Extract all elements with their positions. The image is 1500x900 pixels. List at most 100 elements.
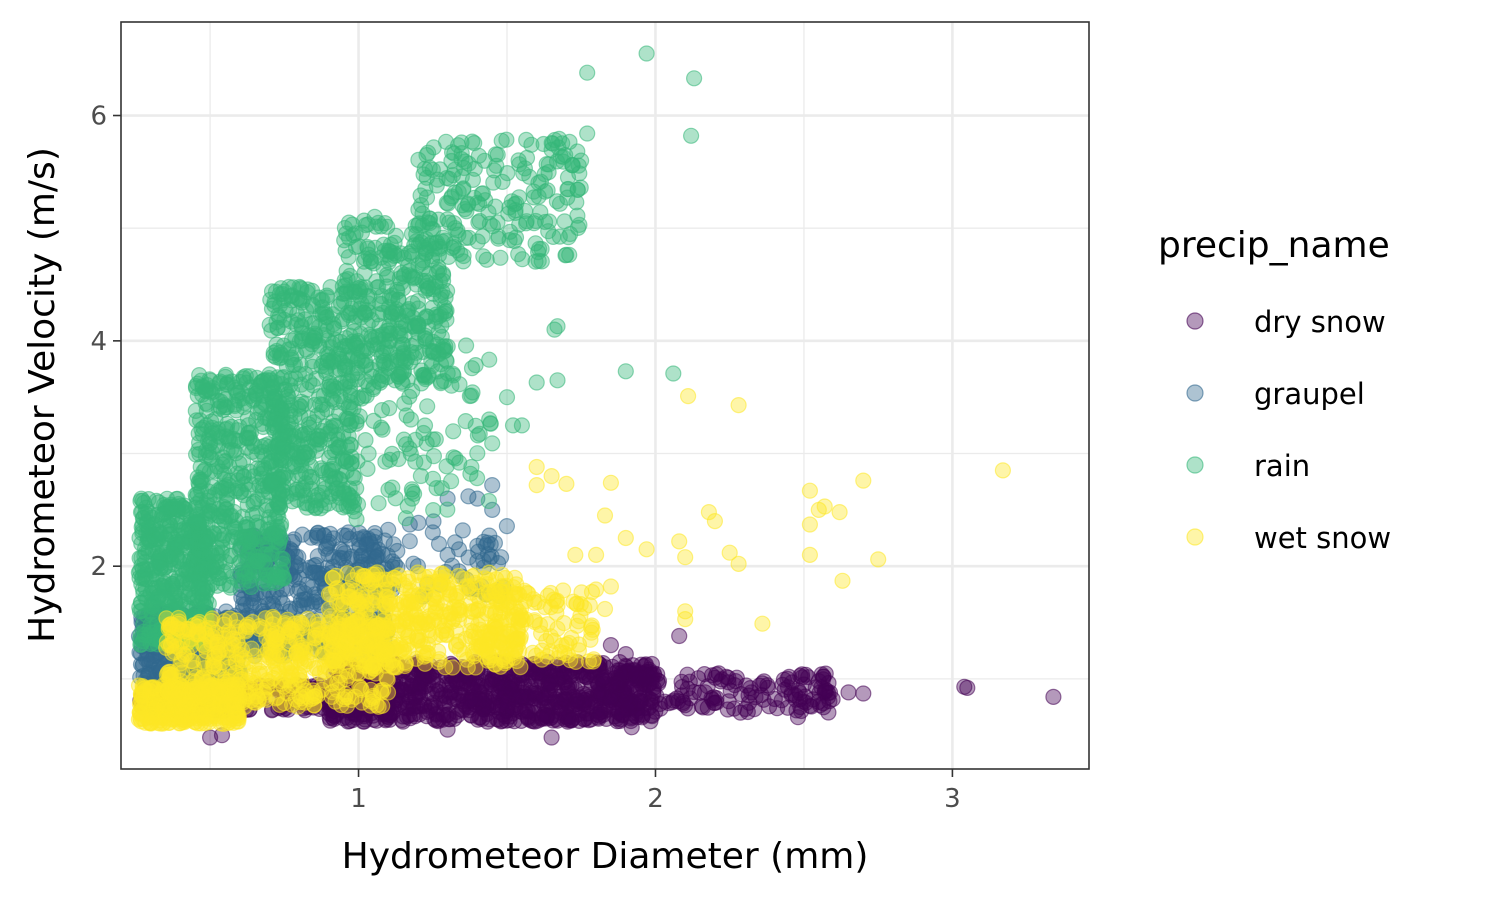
data-point <box>498 389 516 406</box>
data-point <box>540 213 558 230</box>
data-point <box>342 394 359 411</box>
data-point <box>231 455 248 472</box>
data-point <box>269 573 286 590</box>
data-point <box>339 304 356 321</box>
data-point <box>401 692 418 709</box>
data-point <box>256 589 273 606</box>
data-point <box>336 545 353 562</box>
data-point <box>415 454 432 471</box>
data-point <box>187 379 205 397</box>
data-point <box>602 636 620 654</box>
data-point <box>816 684 833 701</box>
data-point <box>569 143 586 160</box>
data-point <box>412 187 429 204</box>
data-point <box>1045 688 1062 706</box>
data-point <box>475 248 492 265</box>
data-point <box>484 435 501 452</box>
data-point <box>365 412 382 429</box>
data-point <box>399 302 416 319</box>
data-point <box>359 460 376 477</box>
data-point <box>275 290 293 307</box>
data-point <box>498 517 515 535</box>
data-point <box>287 330 304 347</box>
data-point <box>469 233 486 250</box>
data-point <box>384 445 401 462</box>
data-point <box>789 709 807 726</box>
data-point <box>299 281 316 298</box>
data-point <box>441 688 458 706</box>
data-point <box>287 428 304 445</box>
data-point <box>159 664 176 682</box>
data-point <box>459 692 476 710</box>
data-point <box>549 372 566 389</box>
data-point <box>477 192 494 209</box>
data-point <box>551 704 569 721</box>
data-point <box>956 678 973 695</box>
data-point <box>855 685 872 702</box>
data-point <box>151 549 168 567</box>
data-point <box>212 393 229 410</box>
data-point <box>368 218 385 235</box>
data-point <box>412 673 429 690</box>
data-point <box>535 135 552 153</box>
data-point <box>149 590 166 608</box>
data-point <box>569 181 586 198</box>
data-point <box>470 147 487 164</box>
data-point <box>290 481 307 498</box>
data-point <box>350 350 367 367</box>
data-point <box>403 490 421 507</box>
data-point <box>605 699 622 716</box>
data-point <box>617 363 634 380</box>
data-point <box>533 710 551 727</box>
data-point <box>556 213 573 230</box>
data-point <box>248 411 265 429</box>
data-point <box>623 719 640 736</box>
data-point <box>467 417 484 434</box>
data-point <box>469 537 486 555</box>
data-point <box>230 392 247 409</box>
data-point <box>395 431 412 448</box>
data-point <box>164 575 181 593</box>
data-point <box>768 700 786 717</box>
data-point <box>318 322 335 339</box>
data-point <box>221 430 238 447</box>
points <box>130 45 1062 746</box>
data-point <box>192 473 209 490</box>
data-point <box>370 278 387 296</box>
data-point <box>795 676 813 693</box>
data-point <box>591 684 609 702</box>
data-point <box>401 262 418 280</box>
data-point <box>288 316 305 333</box>
data-point <box>141 621 158 639</box>
data-point <box>142 680 159 697</box>
data-point <box>492 249 509 266</box>
data-point <box>471 212 488 230</box>
data-point <box>570 706 587 723</box>
data-point <box>516 160 534 177</box>
data-point <box>273 346 290 364</box>
data-point <box>425 502 442 519</box>
data-point <box>551 195 569 212</box>
data-point <box>387 490 404 507</box>
data-point <box>217 368 234 385</box>
data-point <box>274 439 291 456</box>
data-point <box>536 166 553 183</box>
data-point <box>243 578 260 596</box>
data-point <box>434 265 452 282</box>
data-point <box>401 533 418 550</box>
data-point <box>311 665 328 682</box>
data-point <box>148 526 165 543</box>
data-point <box>342 373 359 390</box>
data-point <box>198 402 215 419</box>
data-point <box>480 492 497 510</box>
data-point <box>380 521 397 538</box>
data-point <box>164 501 181 518</box>
data-point <box>417 282 434 299</box>
data-point <box>482 415 499 432</box>
data-point <box>682 127 700 144</box>
data-point <box>636 671 654 688</box>
data-point <box>455 253 472 270</box>
data-point <box>357 432 374 449</box>
data-point <box>355 253 373 270</box>
data-point <box>134 492 151 509</box>
